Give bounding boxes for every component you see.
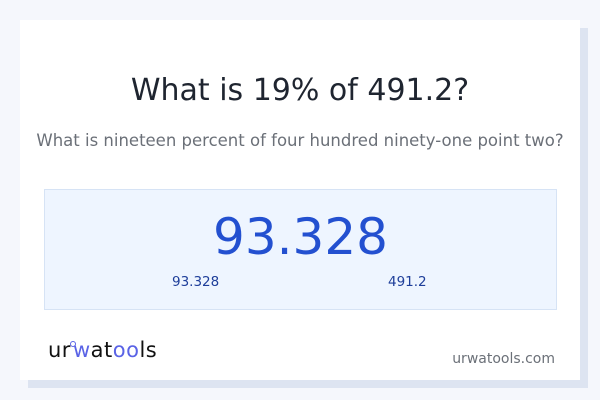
page-title: What is 19% of 491.2? xyxy=(130,73,470,108)
result-part: 93.328 xyxy=(172,274,220,290)
result-whole: 491.2 xyxy=(388,274,427,290)
page-subtitle: What is nineteen percent of four hundred… xyxy=(36,131,564,150)
result-box: 93.328 93.328 491.2 xyxy=(44,189,557,310)
site-domain: urwatools.com xyxy=(452,351,555,367)
result-value: 93.328 xyxy=(213,208,388,266)
urwatools-logo: urwatools xyxy=(48,338,158,362)
result-card: What is 19% of 491.2? What is nineteen p… xyxy=(20,20,580,380)
logo-ring-icon xyxy=(69,341,76,347)
